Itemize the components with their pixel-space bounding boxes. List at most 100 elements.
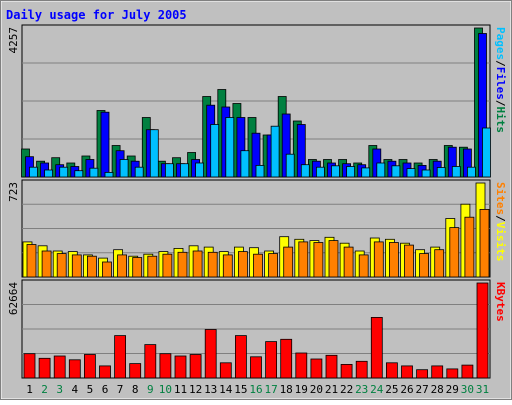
bar-kbytes-day-10 — [159, 353, 172, 379]
bar-kbytes-day-14 — [219, 362, 232, 379]
bar-pages-day-24 — [376, 162, 386, 178]
bar-kbytes-day-20 — [310, 358, 323, 379]
bar-kbytes-day-28 — [431, 365, 444, 379]
panel-visits-label-part: / — [494, 215, 507, 222]
x-tick-label-day-26: 26 — [400, 383, 413, 396]
bar-pages-day-7 — [119, 159, 129, 178]
bar-pages-day-2 — [44, 169, 53, 178]
panel-hits-label-part: Hits — [494, 107, 507, 134]
bar-pages-day-10 — [164, 163, 174, 178]
bar-sites-day-4 — [71, 254, 82, 278]
bar-pages-day-17 — [270, 125, 280, 178]
bar-sites-day-12 — [192, 250, 203, 278]
bar-kbytes-day-19 — [295, 352, 308, 379]
panel-kbytes: 62664 KBytes — [7, 279, 507, 379]
bar-pages-day-5 — [89, 167, 99, 178]
x-tick-label-day-9: 9 — [147, 383, 154, 396]
panel-hits-label-part: Files — [494, 67, 507, 100]
x-tick-label-day-20: 20 — [310, 383, 323, 396]
bar-pages-day-26 — [406, 168, 416, 178]
bar-kbytes-day-8 — [129, 363, 142, 379]
panel-hits-label-part: / — [494, 60, 507, 67]
bar-pages-day-6 — [104, 171, 114, 178]
bar-kbytes-day-27 — [416, 369, 429, 379]
bar-kbytes-day-22 — [340, 363, 353, 379]
bar-sites-day-6 — [102, 261, 112, 278]
bar-sites-day-11 — [177, 251, 188, 278]
bar-kbytes-day-21 — [325, 354, 338, 379]
bar-pages-day-25 — [391, 165, 401, 178]
bar-pages-day-31 — [482, 127, 491, 178]
bar-kbytes-day-4 — [68, 359, 81, 379]
bar-pages-day-14 — [225, 117, 235, 178]
bar-pages-day-21 — [331, 165, 340, 178]
bar-pages-day-8 — [134, 166, 144, 178]
x-tick-label-day-15: 15 — [234, 383, 247, 396]
bar-kbytes-day-12 — [189, 354, 202, 379]
bar-sites-day-9 — [147, 255, 158, 278]
panel-visits-max-label: 723 — [7, 182, 20, 202]
bar-pages-day-20 — [315, 166, 325, 178]
bar-sites-day-21 — [328, 240, 339, 278]
panel-kbytes-label-part: KBytes — [494, 282, 507, 322]
x-axis-labels: 1 2 3 4 5 6 7 8 9 10 11 12 13 14 15 16 17 18 19 20 21 22 23 24 2… — [26, 383, 489, 396]
x-tick-label-day-7: 7 — [117, 383, 124, 396]
bar-kbytes-day-11 — [174, 355, 187, 379]
x-tick-label-day-22: 22 — [340, 383, 353, 396]
bar-kbytes-day-26 — [401, 365, 413, 379]
x-tick-label-day-6: 6 — [102, 383, 109, 396]
bar-sites-day-1 — [26, 244, 37, 278]
bar-sites-day-8 — [132, 257, 143, 278]
bar-sites-day-27 — [419, 253, 430, 278]
panel-visits: 723 Sites/Visits — [7, 179, 507, 278]
bar-pages-day-16 — [255, 164, 265, 178]
bar-sites-day-25 — [388, 242, 399, 278]
bar-pages-day-28 — [436, 167, 446, 178]
x-tick-label-day-10: 10 — [159, 383, 172, 396]
bar-kbytes-day-5 — [84, 354, 96, 379]
bar-pages-day-29 — [451, 166, 461, 178]
bar-sites-day-14 — [222, 254, 233, 278]
bar-sites-day-2 — [41, 250, 52, 278]
bar-pages-day-18 — [285, 153, 295, 178]
bar-kbytes-day-16 — [250, 356, 262, 379]
x-tick-label-day-3: 3 — [56, 383, 63, 396]
bar-pages-day-11 — [180, 163, 189, 178]
x-tick-label-day-16: 16 — [249, 383, 262, 396]
chart-title: Daily usage for July 2005 — [6, 8, 187, 22]
bar-kbytes-day-23 — [355, 360, 368, 379]
bar-kbytes-day-18 — [280, 338, 293, 379]
bar-kbytes-day-13 — [204, 329, 217, 379]
bar-kbytes-day-6 — [99, 365, 111, 379]
bar-files-day-6 — [100, 111, 110, 178]
bar-sites-day-17 — [268, 253, 279, 278]
bar-pages-day-1 — [29, 166, 38, 178]
bar-pages-day-3 — [59, 166, 69, 178]
panel-visits-series-label: Sites/Visits — [494, 182, 507, 262]
bar-sites-day-29 — [449, 227, 460, 278]
panel-visits-label-part: Visits — [494, 222, 507, 262]
bar-pages-day-23 — [361, 167, 371, 178]
bar-kbytes-day-17 — [265, 341, 278, 379]
bar-sites-day-3 — [56, 253, 67, 278]
x-tick-label-day-12: 12 — [189, 383, 202, 396]
bar-pages-day-30 — [466, 166, 476, 178]
bar-sites-day-19 — [298, 241, 309, 278]
bar-pages-day-9 — [149, 129, 159, 178]
x-tick-label-day-13: 13 — [204, 383, 217, 396]
bar-pages-day-19 — [300, 164, 310, 178]
bar-sites-day-24 — [373, 241, 384, 278]
bar-sites-day-26 — [404, 244, 414, 278]
panel-hits-series-label: Pages/Files/Hits — [494, 27, 507, 133]
x-tick-label-day-14: 14 — [219, 383, 233, 396]
bar-sites-day-31 — [479, 208, 490, 278]
bar-pages-day-27 — [421, 169, 431, 178]
bar-pages-day-13 — [210, 124, 220, 178]
bar-kbytes-day-3 — [53, 355, 66, 379]
bar-kbytes-day-1 — [23, 353, 36, 379]
x-tick-label-day-8: 8 — [132, 383, 139, 396]
x-tick-label-day-2: 2 — [41, 383, 48, 396]
